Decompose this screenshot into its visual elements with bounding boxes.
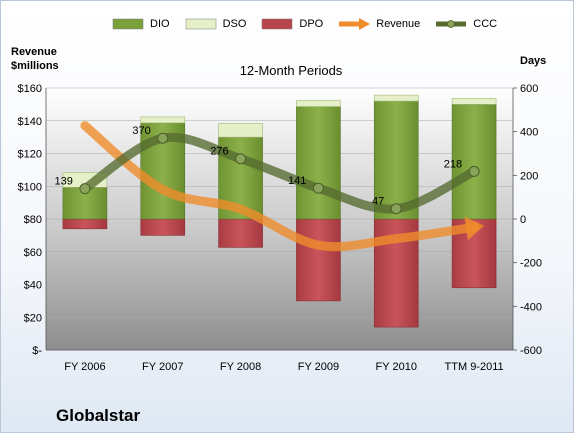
ccc-point [235, 153, 247, 165]
ccc-data-label: 139 [55, 176, 73, 188]
legend-bar-swatch [112, 18, 144, 30]
left-tick-label: $60 [24, 247, 42, 259]
right-tick-label: -200 [520, 258, 542, 270]
right-tick-label: -600 [520, 345, 542, 357]
legend-label: DIO [150, 18, 170, 30]
legend-marker [447, 20, 456, 28]
ccc-point [468, 165, 480, 177]
x-tick-label: FY 2009 [298, 361, 339, 373]
legend-label: DSO [222, 18, 247, 30]
left-tick-label: $120 [18, 149, 42, 161]
legend-item-dso: DSO [184, 18, 247, 30]
legend-swatch-revenue [339, 18, 371, 30]
chart-subtitle: 12-Month Periods [239, 63, 343, 78]
ccc-line [80, 132, 479, 214]
left-tick-label: $140 [18, 116, 42, 128]
legend-arrow-head [359, 18, 371, 30]
legend: DIO DSO DPO Revenue CCC [111, 16, 511, 32]
legend-label: DPO [299, 18, 324, 30]
revenue-line [80, 121, 479, 252]
left-axis-title-line2: $millions [11, 60, 59, 72]
legend-item-revenue: Revenue [337, 18, 420, 30]
ccc-data-label: 370 [132, 125, 150, 137]
left-tick-label: $100 [18, 181, 42, 193]
legend-bar-swatch [185, 18, 216, 30]
legend-item-dpo: DPO [260, 18, 323, 30]
left-tick-label: $160 [18, 83, 42, 95]
right-tick-label: 0 [520, 214, 526, 226]
ccc-data-label: 218 [444, 158, 462, 170]
left-tick-label: $80 [24, 214, 42, 226]
dpo-bar [296, 218, 341, 302]
legend-swatch-ccc [436, 20, 467, 28]
ccc-point [390, 203, 402, 215]
dso-bar [140, 116, 186, 124]
ccc-point [312, 182, 324, 194]
left-tick-label: $40 [24, 280, 42, 292]
left-axis-title: Revenue $millions [11, 45, 59, 73]
dio-bar [451, 104, 497, 220]
right-axis-title: Days [520, 55, 547, 67]
x-tick-label: FY 2010 [376, 361, 417, 373]
dpo-bar [62, 218, 108, 230]
revenue-arrowhead [464, 216, 484, 241]
right-tick-label: -400 [520, 301, 542, 313]
dso-bar [451, 98, 497, 105]
axes: $160 $140 $120 $100 $80 $60 $40 $20 $- 600 400 200 0… [18, 83, 543, 373]
legend-swatch-dio [112, 18, 144, 30]
ccc-point [157, 132, 169, 144]
ccc-data-label: 47 [372, 196, 384, 208]
legend-label: Revenue [376, 18, 421, 30]
ccc-point [79, 183, 91, 195]
x-tick-label: FY 2008 [220, 361, 261, 373]
x-tick-label: FY 2006 [64, 361, 105, 373]
chart-title: Globalstar [56, 406, 141, 425]
right-tick-label: 400 [520, 127, 538, 139]
legend-item-ccc: CCC [434, 18, 497, 30]
dso-bar [218, 123, 263, 138]
x-tick-label: FY 2007 [142, 361, 183, 373]
legend-label: CCC [473, 18, 498, 30]
right-tick-label: 200 [520, 170, 538, 182]
dpo-bar [218, 218, 263, 248]
left-axis-title-line1: Revenue [11, 46, 57, 58]
legend-swatch-dpo [262, 18, 293, 30]
ccc-data-label: 141 [288, 175, 306, 187]
legend-swatch-dso [185, 18, 216, 30]
ccc-data-label: 276 [210, 146, 228, 158]
dso-bar [296, 100, 341, 107]
dso-bar [373, 94, 419, 102]
left-tick-label: $- [32, 345, 42, 357]
right-tick-label: 600 [520, 83, 538, 95]
x-tick-label: TTM 9-2011 [445, 361, 504, 373]
lines: 139 370 276 141 47 218 [55, 121, 484, 252]
dpo-bar [140, 218, 186, 236]
legend-item-dio: DIO [111, 18, 170, 30]
left-tick-label: $20 [24, 312, 42, 324]
legend-bar-swatch [262, 18, 293, 30]
dio-bar [296, 106, 341, 220]
